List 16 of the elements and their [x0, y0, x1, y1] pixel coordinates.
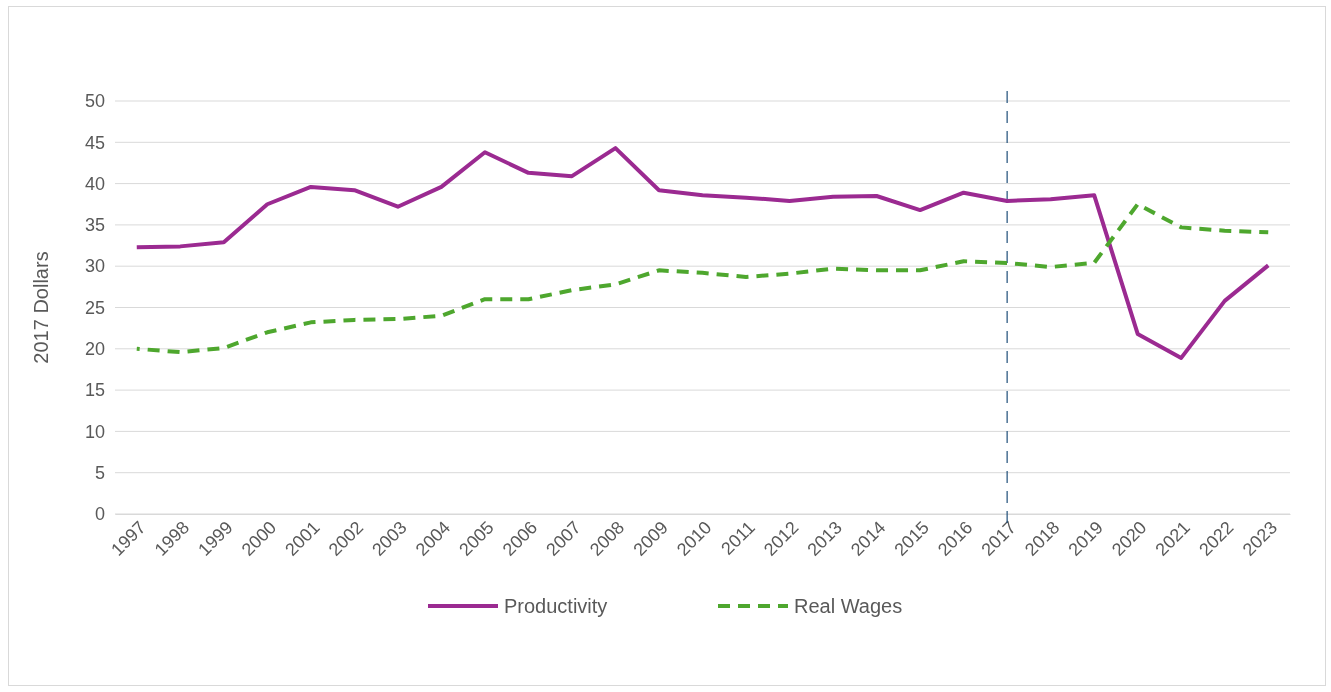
y-tick-label: 40: [84, 173, 105, 194]
y-tick-label: 5: [94, 462, 105, 483]
y-tick-label: 50: [84, 91, 105, 112]
y-axis-title: 2017 Dollars: [30, 251, 52, 364]
y-tick-label: 15: [84, 380, 105, 401]
y-tick-label: 35: [84, 215, 105, 236]
y-tick-label: 25: [84, 297, 105, 318]
y-tick-label: 10: [84, 421, 105, 442]
y-tick-label: 30: [84, 256, 105, 277]
line-series: [134, 146, 1271, 360]
y-tick-label: 45: [84, 132, 105, 153]
line-series: [134, 202, 1271, 355]
legend-label: Productivity: [504, 595, 608, 617]
y-tick-label: 0: [94, 504, 105, 525]
legend-label: Real Wages: [794, 595, 903, 617]
y-tick-label: 20: [84, 339, 105, 360]
